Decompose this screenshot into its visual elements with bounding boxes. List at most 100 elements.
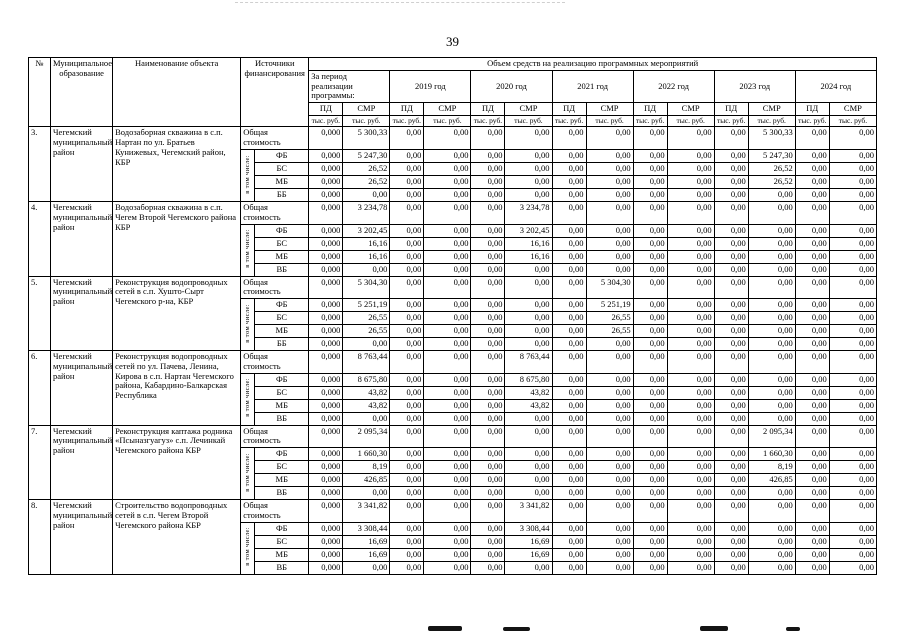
- col-header-year-2020: 2020 год: [470, 69, 553, 104]
- value-cell: 0,00: [632, 187, 668, 202]
- col-header-year-2024: 2024 год: [794, 69, 878, 104]
- value-cell: 0,00: [551, 385, 587, 400]
- value-cell: 0,00: [794, 560, 830, 575]
- value-cell: 0,00: [551, 126, 587, 150]
- value-cell: 0,00: [470, 223, 506, 238]
- value-cell: 26,55: [342, 324, 391, 339]
- value-cell: 0,00: [713, 249, 749, 264]
- in-total-label: в том числе:: [240, 447, 256, 501]
- value-cell: 0,00: [585, 499, 634, 523]
- value-cell: 0,00: [794, 249, 830, 264]
- value-cell: 43,82: [504, 398, 553, 413]
- value-cell: 0,00: [794, 499, 830, 523]
- value-cell: 0,00: [470, 385, 506, 400]
- value-cell: 0,00: [423, 411, 472, 426]
- col-header-smr: СМР: [666, 102, 715, 116]
- value-cell: 0,00: [389, 311, 425, 326]
- value-cell: 0,00: [551, 473, 587, 488]
- total-cost-label: Общая стоимость: [240, 126, 310, 150]
- value-cell: 0,000: [308, 547, 344, 562]
- col-header-unit: тыс. руб.: [342, 114, 391, 128]
- value-cell: 0,00: [585, 174, 634, 189]
- value-cell: 0,00: [713, 385, 749, 400]
- value-cell: 0,00: [747, 398, 796, 413]
- value-cell: 0,00: [585, 473, 634, 488]
- col-header-unit: тыс. руб.: [389, 114, 425, 128]
- value-cell: 0,00: [470, 460, 506, 475]
- value-cell: 0,00: [585, 534, 634, 549]
- value-cell: 0,000: [308, 486, 344, 501]
- value-cell: 26,55: [585, 311, 634, 326]
- value-cell: 0,00: [828, 486, 878, 501]
- value-cell: 0,000: [308, 236, 344, 251]
- in-total-label: в том числе:: [240, 148, 256, 202]
- row-number: 6.: [27, 350, 52, 426]
- funding-source-label: МБ: [254, 174, 310, 189]
- value-cell: 0,00: [632, 161, 668, 176]
- value-cell: 0,00: [585, 249, 634, 264]
- value-cell: 0,00: [794, 187, 830, 202]
- value-cell: 3 341,82: [504, 499, 553, 523]
- value-cell: 0,00: [666, 385, 715, 400]
- value-cell: 0,00: [551, 174, 587, 189]
- value-cell: 0,00: [713, 200, 749, 225]
- value-cell: 0,00: [828, 372, 878, 387]
- col-header-object: Наименование объекта: [112, 56, 242, 128]
- value-cell: 0,00: [470, 249, 506, 264]
- value-cell: 0,00: [470, 424, 506, 449]
- value-cell: 0,00: [470, 547, 506, 562]
- value-cell: 0,00: [342, 337, 391, 352]
- value-cell: 0,00: [423, 473, 472, 488]
- value-cell: 0,00: [389, 249, 425, 264]
- col-header-unit: тыс. руб.: [423, 114, 472, 128]
- value-cell: 0,00: [713, 521, 749, 536]
- value-cell: 0,000: [308, 385, 344, 400]
- table-row: БС 0,000 16,16 0,00 0,00 0,00 16,16 0,00 0,00 0,0…: [29, 236, 878, 251]
- value-cell: 26,52: [342, 161, 391, 176]
- value-cell: 16,69: [342, 547, 391, 562]
- value-cell: 0,00: [470, 398, 506, 413]
- col-header-unit: тыс. руб.: [794, 114, 830, 128]
- row-number: 4.: [27, 200, 52, 277]
- value-cell: 0,00: [747, 249, 796, 264]
- value-cell: 0,00: [666, 499, 715, 523]
- col-header-sources: Источники финансирования: [240, 56, 310, 128]
- value-cell: 0,00: [794, 337, 830, 352]
- value-cell: 26,55: [585, 324, 634, 339]
- municipality-cell: Чегемский муниципальный район: [50, 499, 114, 575]
- value-cell: 0,00: [585, 424, 634, 449]
- value-cell: 0,00: [713, 262, 749, 277]
- value-cell: 0,000: [308, 187, 344, 202]
- value-cell: 0,00: [504, 447, 553, 462]
- value-cell: 0,00: [747, 337, 796, 352]
- value-cell: 0,00: [632, 534, 668, 549]
- value-cell: 0,00: [794, 447, 830, 462]
- row-number: 3.: [27, 126, 52, 202]
- scan-artifact: [235, 2, 565, 3]
- value-cell: 0,00: [470, 560, 506, 575]
- value-cell: 0,00: [828, 275, 878, 300]
- scan-artifact: [786, 627, 800, 631]
- value-cell: 0,00: [828, 223, 878, 238]
- value-cell: 0,00: [551, 236, 587, 251]
- value-cell: 0,00: [585, 126, 634, 150]
- col-header-year-2023: 2023 год: [713, 69, 796, 104]
- value-cell: 3 308,44: [504, 521, 553, 536]
- value-cell: 0,00: [747, 311, 796, 326]
- value-cell: 0,000: [308, 560, 344, 575]
- value-cell: 0,00: [828, 499, 878, 523]
- municipality-cell: Чегемский муниципальный район: [50, 275, 114, 352]
- value-cell: 0,00: [632, 372, 668, 387]
- value-cell: 0,00: [713, 275, 749, 300]
- value-cell: 43,82: [342, 398, 391, 413]
- value-cell: 0,00: [713, 174, 749, 189]
- value-cell: 0,00: [389, 223, 425, 238]
- value-cell: 0,000: [308, 275, 344, 300]
- value-cell: 0,00: [389, 411, 425, 426]
- value-cell: 0,00: [585, 372, 634, 387]
- value-cell: 5 251,19: [342, 298, 391, 313]
- value-cell: 0,00: [713, 337, 749, 352]
- value-cell: 0,00: [828, 174, 878, 189]
- value-cell: 0,00: [632, 298, 668, 313]
